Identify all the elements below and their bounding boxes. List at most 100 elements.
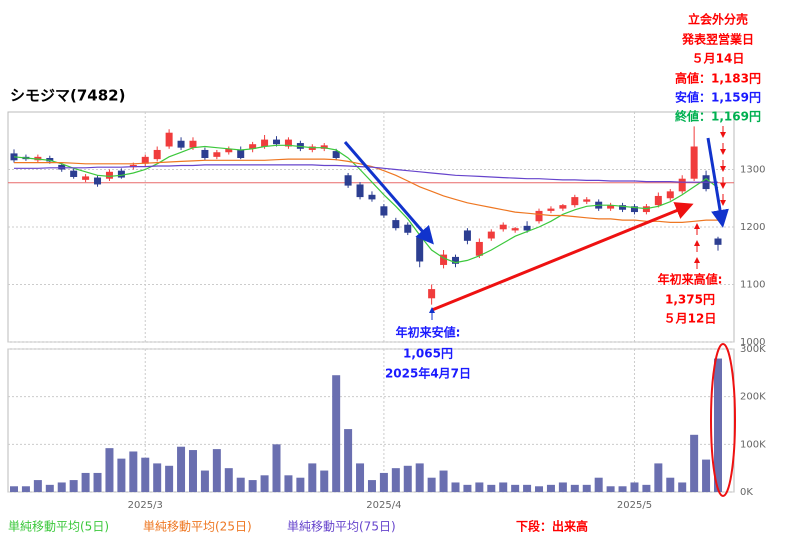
candle-body — [320, 145, 328, 149]
candle-body — [141, 156, 149, 164]
x-tick-label: 2025/4 — [366, 500, 401, 511]
candle-body — [368, 194, 376, 200]
volume-bar — [523, 484, 532, 492]
volume-bar — [81, 472, 90, 492]
candle-body — [511, 228, 519, 231]
candle-body — [547, 208, 555, 211]
volume-bar — [535, 486, 544, 492]
legend-entry: 単純移動平均(5日) — [8, 520, 109, 534]
candle-body — [344, 175, 352, 186]
volume-bar — [594, 477, 603, 492]
candle-body — [117, 170, 125, 178]
volume-bar — [570, 484, 579, 492]
volume-bar — [165, 465, 174, 492]
candle-body — [559, 205, 567, 209]
volume-bar — [356, 463, 365, 492]
volume-bar — [582, 484, 591, 492]
candle-body — [273, 139, 281, 145]
candle-body — [213, 152, 221, 157]
volume-bar — [690, 434, 699, 492]
candle-body — [666, 191, 674, 199]
highlight-ellipse — [710, 343, 736, 497]
candle-body — [201, 149, 209, 158]
candle-body — [678, 178, 686, 192]
candle-body — [607, 205, 615, 209]
arrow — [431, 202, 694, 312]
candle-body — [440, 254, 448, 265]
chart-title: シモジマ(7482) — [10, 87, 125, 105]
y-tick-label: 0K — [740, 487, 753, 498]
volume-bar — [188, 450, 197, 492]
candle-body — [261, 139, 269, 147]
annotation: 終値：1,169円 — [675, 109, 761, 124]
volume-bar — [212, 449, 221, 492]
volume-bar — [714, 358, 722, 492]
candle-body — [284, 139, 292, 147]
volume-bar — [654, 463, 663, 492]
candle-body — [70, 170, 78, 177]
volume-bar — [475, 482, 484, 492]
candle-body — [416, 237, 424, 262]
candle-body — [428, 289, 436, 299]
volume-bar — [248, 480, 257, 492]
volume-bar — [558, 482, 567, 492]
legend-entry: 単純移動平均(75日) — [287, 520, 396, 534]
candle-body — [153, 149, 161, 160]
x-tick-label: 2025/5 — [617, 500, 652, 511]
volume-bar — [499, 482, 508, 492]
candle-body — [571, 197, 579, 206]
y-tick-label: 1200 — [740, 222, 765, 233]
volume-bar — [105, 448, 114, 492]
volume-bar — [451, 482, 460, 492]
candle-body — [523, 225, 531, 231]
volume-bar — [260, 475, 269, 492]
candle-body — [499, 224, 507, 230]
y-tick-label: 200K — [740, 392, 766, 403]
volume-bar — [344, 429, 353, 492]
volume-bar — [177, 446, 186, 492]
annotation: 2025年4月7日 — [385, 366, 471, 381]
volume-bar — [391, 468, 400, 492]
annotation: 高値：1,183円 — [675, 71, 761, 86]
candle-body — [82, 176, 90, 180]
candle-body — [619, 205, 627, 210]
y-tick-label: 1000 — [740, 337, 765, 348]
candle-body — [690, 146, 698, 179]
candle-body — [404, 224, 412, 233]
candle-body — [237, 149, 245, 158]
volume-bar — [153, 463, 162, 492]
volume-bar — [511, 484, 520, 492]
volume-bar — [427, 477, 436, 492]
candle-body — [105, 171, 113, 179]
annotation: 安値：1,159円 — [675, 90, 761, 105]
annotation: 1,375円 — [665, 293, 715, 307]
annotation: 年初来安値: — [396, 325, 461, 340]
volume-bar — [702, 459, 711, 492]
candle-body — [535, 210, 543, 222]
volume-bar — [93, 472, 102, 492]
volume-bar — [45, 484, 54, 492]
candle-body — [475, 241, 483, 256]
volume-bar — [332, 375, 341, 492]
candle-body — [714, 238, 722, 245]
arrow — [706, 137, 729, 228]
volume-bar — [224, 468, 233, 492]
volume-bar — [236, 477, 245, 492]
volume-bar — [666, 477, 675, 492]
candle-body — [487, 231, 495, 239]
y-tick-label: 100K — [740, 439, 766, 450]
volume-bar — [415, 463, 424, 492]
volume-bar — [630, 482, 639, 492]
y-tick-label: 300K — [740, 344, 766, 355]
volume-bar — [308, 463, 317, 492]
volume-bar — [33, 480, 42, 492]
candle-body — [654, 195, 662, 206]
candle-body — [165, 132, 173, 147]
volume-bar — [463, 484, 472, 492]
annotation: 1,065円 — [403, 347, 453, 361]
arrow — [343, 141, 434, 245]
volume-label: 下段：出来高 — [516, 519, 588, 534]
volume-bar — [320, 470, 329, 492]
volume-bar — [21, 486, 30, 492]
